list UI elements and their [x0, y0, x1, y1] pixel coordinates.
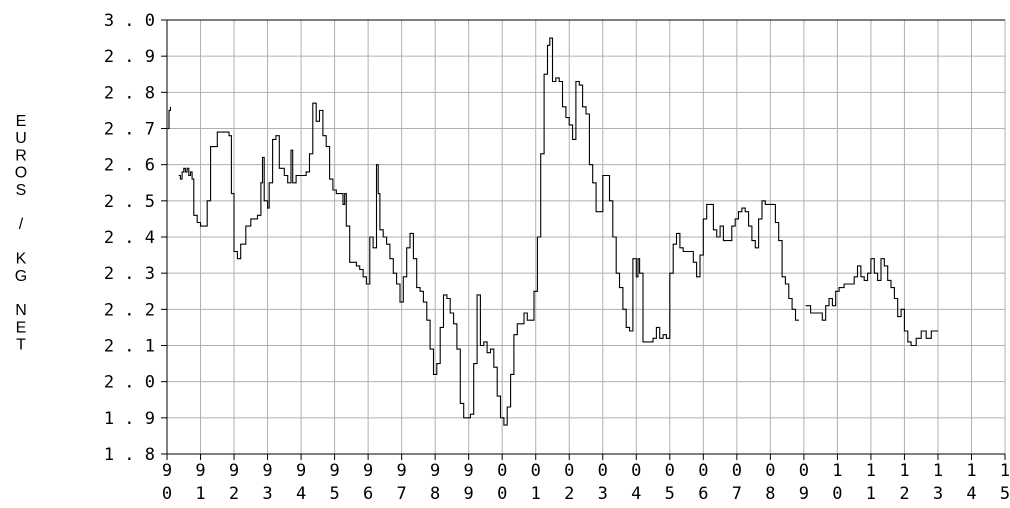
x-tick-label-top: 9: [464, 461, 474, 481]
x-tick-label-bottom: 5: [329, 484, 339, 504]
y-tick-label: 3 . 0: [104, 11, 155, 31]
x-tick-label-top: 1: [832, 461, 842, 481]
x-tick-label-bottom: 3: [598, 484, 608, 504]
x-tick-label-top: 1: [933, 461, 943, 481]
x-tick-label-bottom: 3: [262, 484, 272, 504]
x-tick-label-top: 1: [899, 461, 909, 481]
x-tick-label-top: 1: [966, 461, 976, 481]
y-axis-label-char: K: [16, 251, 27, 268]
x-tick-label-bottom: 5: [1000, 484, 1010, 504]
y-tick-label: 1 . 8: [104, 445, 155, 465]
x-tick-label-top: 0: [497, 461, 507, 481]
y-tick-label: 2 . 5: [104, 192, 155, 212]
x-tick-label-bottom: 1: [866, 484, 876, 504]
x-tick-label-top: 0: [631, 461, 641, 481]
x-tick-label-bottom: 2: [899, 484, 909, 504]
x-tick-label-bottom: 7: [397, 484, 407, 504]
x-tick-label-top: 9: [363, 461, 373, 481]
x-tick-label-top: 9: [430, 461, 440, 481]
y-axis-label-char: /: [19, 216, 24, 233]
x-tick-label-top: 0: [799, 461, 809, 481]
x-tick-label-bottom: 2: [229, 484, 239, 504]
x-tick-label-bottom: 6: [363, 484, 373, 504]
x-tick-label-top: 9: [162, 461, 172, 481]
x-tick-label-top: 9: [397, 461, 407, 481]
x-tick-label-top: 0: [698, 461, 708, 481]
y-tick-label: 2 . 4: [104, 228, 155, 248]
x-tick-label-top: 9: [296, 461, 306, 481]
x-tick-label-bottom: 2: [564, 484, 574, 504]
x-tick-label-top: 0: [765, 461, 775, 481]
x-tick-label-bottom: 1: [531, 484, 541, 504]
y-tick-label: 1 . 9: [104, 409, 155, 429]
x-tick-label-bottom: 4: [966, 484, 976, 504]
y-axis-label-char: E: [16, 319, 27, 336]
x-tick-label-bottom: 8: [430, 484, 440, 504]
y-axis-label-char: U: [15, 130, 27, 147]
x-tick-label-top: 0: [732, 461, 742, 481]
y-axis-label-char: G: [15, 268, 27, 285]
y-tick-label: 2 . 6: [104, 156, 155, 176]
x-tick-label-bottom: 8: [765, 484, 775, 504]
x-tick-label-bottom: 4: [631, 484, 641, 504]
x-tick-label-bottom: 5: [665, 484, 675, 504]
x-tick-label-bottom: 9: [799, 484, 809, 504]
y-axis-label-char: S: [16, 182, 27, 199]
x-tick-label-bottom: 0: [162, 484, 172, 504]
x-tick-label-bottom: 9: [464, 484, 474, 504]
x-tick-label-top: 9: [229, 461, 239, 481]
x-tick-label-bottom: 7: [732, 484, 742, 504]
y-tick-label: 2 . 9: [104, 47, 155, 67]
y-axis-label-char: N: [15, 302, 27, 319]
x-tick-label-top: 1: [1000, 461, 1010, 481]
y-axis-label-char: E: [16, 113, 27, 130]
x-tick-label-bottom: 0: [497, 484, 507, 504]
y-tick-label: 2 . 1: [104, 337, 155, 357]
y-tick-label: 2 . 7: [104, 120, 155, 140]
x-tick-label-bottom: 6: [698, 484, 708, 504]
y-tick-label: 2 . 8: [104, 83, 155, 103]
x-tick-label-bottom: 1: [195, 484, 205, 504]
y-axis-label-char: O: [15, 165, 27, 182]
x-tick-label-bottom: 0: [832, 484, 842, 504]
x-tick-label-top: 1: [866, 461, 876, 481]
x-tick-label-bottom: 3: [933, 484, 943, 504]
y-tick-label: 2 . 0: [104, 373, 155, 393]
x-tick-label-top: 9: [195, 461, 205, 481]
x-tick-label-top: 0: [564, 461, 574, 481]
y-axis-label-char: T: [16, 337, 26, 354]
x-tick-label-bottom: 4: [296, 484, 306, 504]
x-tick-label-top: 9: [262, 461, 272, 481]
x-tick-label-top: 9: [329, 461, 339, 481]
y-tick-label: 2 . 3: [104, 264, 155, 284]
y-tick-label: 2 . 2: [104, 300, 155, 320]
x-tick-label-top: 0: [531, 461, 541, 481]
x-tick-label-top: 0: [598, 461, 608, 481]
y-axis-label-char: R: [15, 147, 27, 164]
x-tick-label-top: 0: [665, 461, 675, 481]
